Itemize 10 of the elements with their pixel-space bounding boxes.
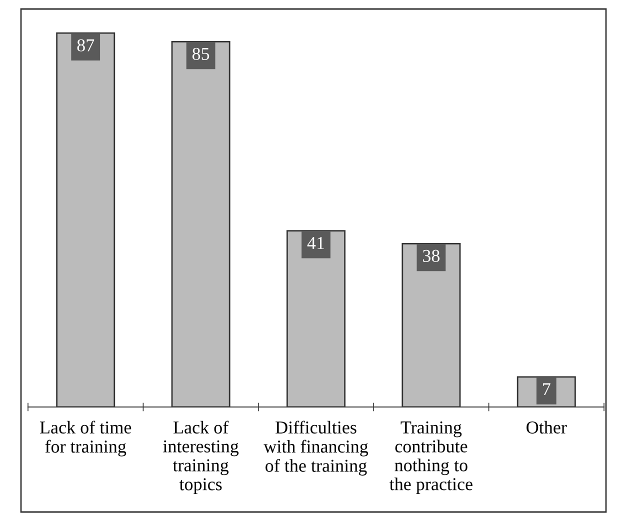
x-tick-label: Difficulties with financing of the training [264, 420, 368, 476]
data-label: 87 [77, 39, 94, 52]
data-label: 41 [307, 237, 324, 249]
x-tick-label: Lack of time for training [40, 420, 132, 456]
x-tick-label: Lack of interesting training topics [163, 420, 239, 494]
x-tick-label: Other [526, 420, 567, 434]
data-label: 7 [543, 383, 550, 396]
data-label: 38 [423, 250, 440, 262]
x-tick-label: Training contribute nothing to the practice [390, 421, 472, 494]
data-label: 85 [192, 48, 210, 60]
